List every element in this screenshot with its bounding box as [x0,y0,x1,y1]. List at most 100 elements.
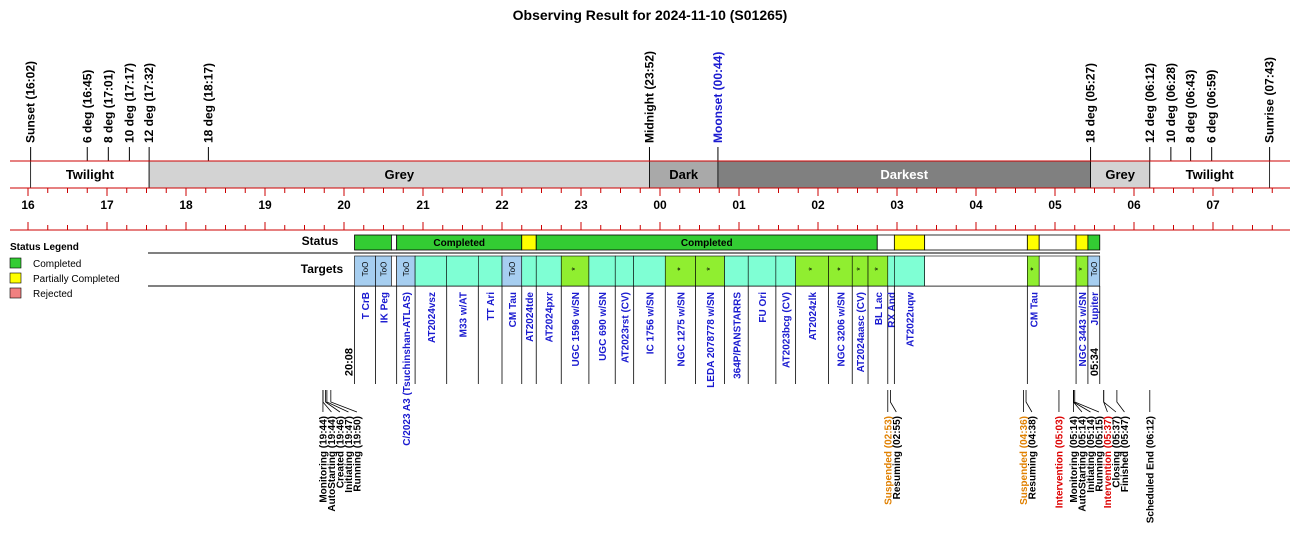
target-name-leda-2078778-w-sn: LEDA 2078778 w/SN [706,292,717,388]
event-label-midnight-23-52: Midnight (23:52) [642,51,656,143]
event-label-6-deg-16-45: 6 deg (16:45) [80,70,94,143]
event-label-sunset-16-02: Sunset (16:02) [24,61,38,143]
sky-band-label-twilight: Twilight [66,167,115,182]
target-name-rx-and: RX And [887,292,898,328]
event-label-12-deg-06-12: 12 deg (06:12) [1143,63,1157,143]
target-block-leda-2078778-w-sn [695,255,725,287]
hour-tick-label: 20 [337,198,351,212]
status-segment-partially-completed [1075,234,1089,251]
target-name-at2024zlk: AT2024zlk [808,292,819,341]
target-name-at2022uqw: AT2022uqw [906,292,917,347]
hour-tick-label: 06 [1127,198,1141,212]
hour-tick-label: 04 [969,198,983,212]
target-block-jupiter [1087,255,1101,287]
target-tag: ToO [402,262,411,277]
log-events: Monitoring (19:44)AutoStarting (19:44)Cr… [318,390,1156,523]
hour-tick-label: 18 [179,198,193,212]
target-tag: * [675,267,685,271]
log-event-resuming-02-55: Resuming (02:55) [892,416,903,499]
target-name-at2023rst-cv: AT2023rst (CV) [620,292,631,363]
log-leader [1103,390,1117,413]
target-name-bl-lac: BL Lac [874,292,885,326]
legend-title: Status Legend [10,242,79,253]
target-block-gap [924,255,1028,287]
sky-band-twilight [30,160,150,189]
log-event-closing-05-37: Closing (05:37) [1111,416,1122,488]
target-name-cm-tau: CM Tau [1029,292,1040,327]
hour-tick-label: 21 [416,198,430,212]
log-leader [326,390,349,413]
target-name-ngc-3443-w-sn: NGC 3443 w/SN [1078,292,1089,366]
hour-tick-label: 03 [890,198,904,212]
event-label-8-deg-06-43: 8 deg (06:43) [1184,70,1198,143]
legend-label-rejected: Rejected [33,289,72,300]
log-leader [322,390,332,413]
legend-swatch-partially-completed [9,272,22,284]
log-leader [325,390,341,413]
status-segment-partially-completed [521,234,537,251]
target-name-at2024vsz: AT2024vsz [427,292,438,343]
event-label-sunrise-07-43: Sunrise (07:43) [1263,57,1277,143]
target-name-c-2023-a3-tsuchinshan-atlas: C/2023 A3 (Tsuchinshan-ATLAS) [402,292,413,446]
hour-tick-label: 22 [495,198,509,212]
target-block-tt-ari [477,255,503,287]
target-tag: * [1077,267,1087,271]
target-name-364p-panstarrs: 364P/PANSTARRS [732,292,743,379]
status-segment-none [1038,234,1077,251]
log-event-created-19-46: Created (19:46) [335,416,346,488]
target-block-ngc-1275-w-sn [664,255,696,287]
target-block-gap [391,255,397,287]
log-event-monitoring-19-44: Monitoring (19:44) [318,416,329,503]
target-name-m33-w-at: M33 w/AT [459,292,470,337]
target-tag: ToO [361,262,370,277]
legend-label-partially-completed: Partially Completed [33,274,120,285]
status-segment-none [876,234,895,251]
status-legend: Status Legend Completed Partially Complete… [9,242,120,300]
event-label-8-deg-17-01: 8 deg (17:01) [101,70,115,143]
target-name-tt-ari: TT Ari [486,292,497,321]
sky-band-label-grey: Grey [384,167,414,182]
log-event-suspended-04-36: Suspended (04:36) [1019,416,1030,505]
event-label-10-deg-17-17: 10 deg (17:17) [122,63,136,143]
target-block-at2024vsz [414,255,448,287]
log-event-monitoring-05-14: Monitoring (05:14) [1069,416,1080,503]
chart-title: Observing Result for 2024-11-10 (S01265) [513,7,788,23]
log-event-resuming-04-38: Resuming (04:38) [1027,416,1038,499]
log-event-running-19-50: Running (19:50) [352,416,363,492]
target-name-t-crb: T CrB [361,292,372,319]
hour-tick-label: 05 [1048,198,1062,212]
sky-events: Sunset (16:02) 6 deg (16:45) 8 deg (17:01)… [24,51,1277,161]
target-name-at2024pxr: AT2024pxr [545,292,556,343]
target-tag: * [1028,267,1038,271]
hour-tick-label: 02 [811,198,825,212]
status-row-label: Status [302,234,339,248]
sky-band-label-twilight: Twilight [1186,167,1235,182]
log-event-scheduled-end-06-12: Scheduled End (06:12) [1145,416,1156,523]
hour-tick-label: 00 [653,198,667,212]
log-leader [1025,390,1033,413]
hour-tick-label: 16 [21,198,35,212]
log-event-initiating-05-14: Initiating (05:14) [1086,416,1097,493]
log-event-autostarting-05-14: AutoStarting (05:14) [1077,416,1088,512]
log-leader [330,390,358,413]
status-segment-label: Completed [681,238,733,249]
target-block-364p-panstarrs [724,255,749,287]
target-block-ugc-690-w-sn [588,255,616,287]
target-name-at2023bcg-cv: AT2023bcg (CV) [782,292,793,368]
target-tag: * [835,267,845,271]
target-tag: ToO [380,262,389,277]
hour-tick-label: 17 [100,198,114,212]
status-segment-none [390,234,398,251]
sky-band-twilight [1149,160,1271,189]
targets-row-label: Targets [301,262,344,276]
log-leader [1116,390,1125,413]
sky-band-dark [649,160,719,189]
status-segment-label: Completed [433,238,485,249]
status-segment-completed [1087,234,1101,251]
sky-band-label-grey: Grey [1105,167,1135,182]
log-event-initiating-19-47: Initiating (19:47) [344,416,355,493]
event-label-18-deg-05-27: 18 deg (05:27) [1084,63,1098,143]
target-block-fu-ori [747,255,777,287]
time-marker-05-34: 05:34 [1089,347,1101,376]
